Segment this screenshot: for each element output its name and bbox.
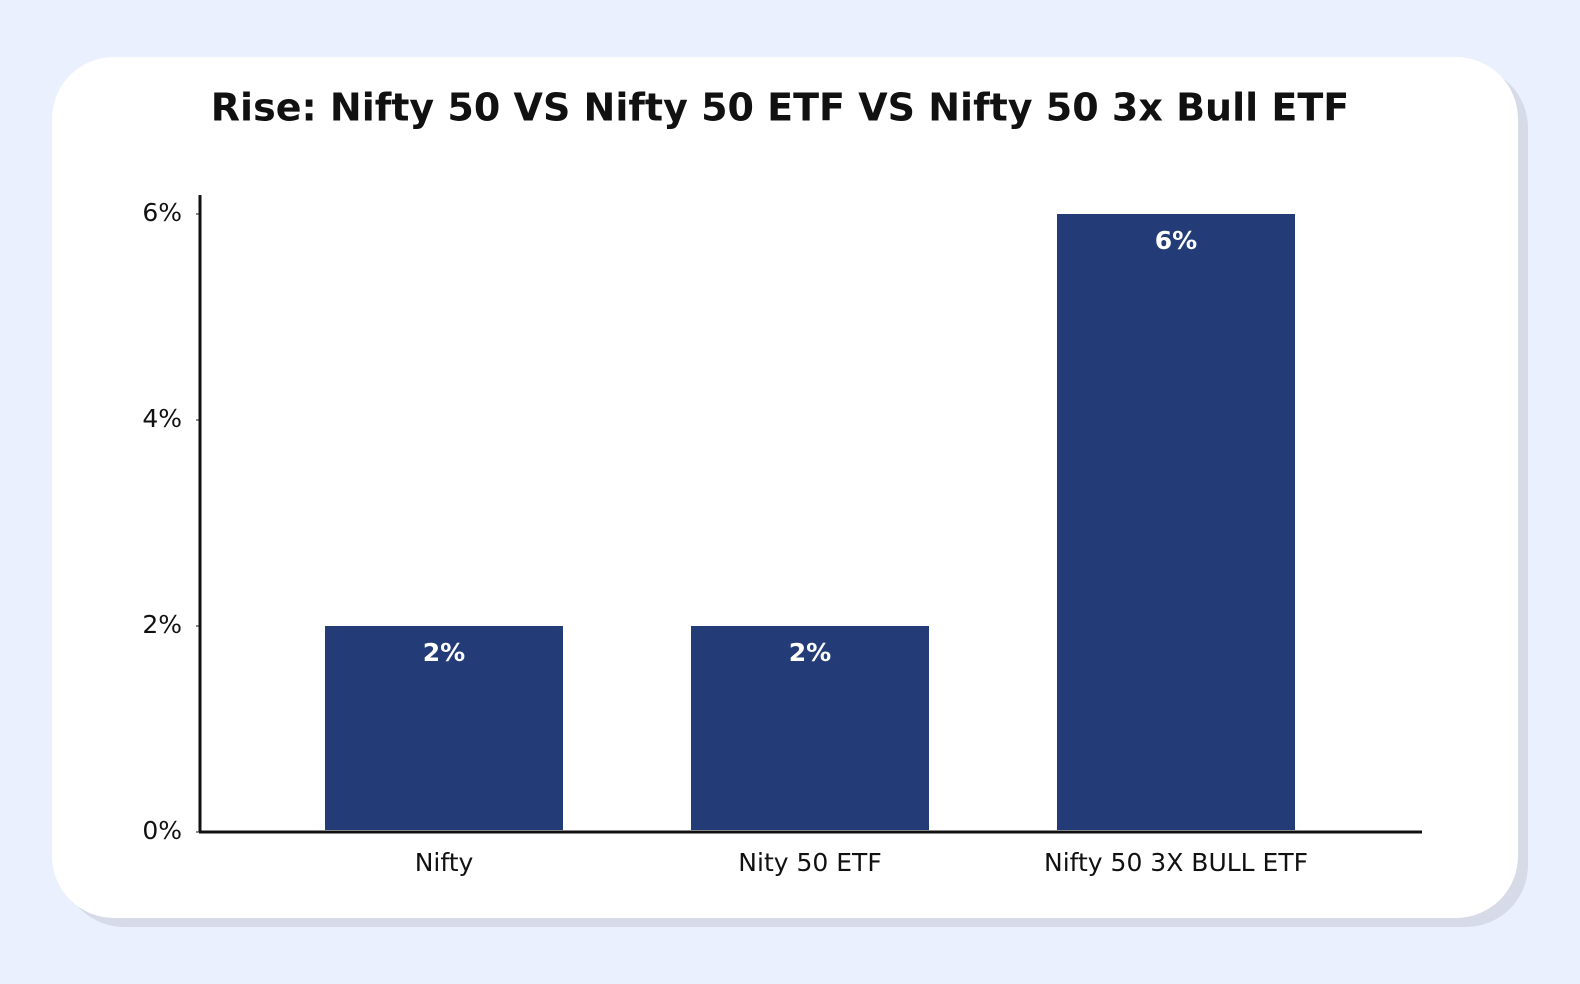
value-label: 6% [1155,226,1197,255]
bar [325,626,563,830]
x-tick-label: Nifty 50 3X BULL ETF [1044,848,1308,877]
y-tick-label: 6% [142,198,182,227]
bar [1057,214,1295,830]
y-tick-label: 4% [142,404,182,433]
value-label: 2% [789,638,831,667]
chart-title: Rise: Nifty 50 VS Nifty 50 ETF VS Nifty … [211,86,1349,130]
x-tick-label: Nifty [415,848,474,877]
bar [691,626,929,830]
x-tick-label: Nity 50 ETF [738,848,881,877]
y-tick-label: 0% [142,816,182,845]
value-label: 2% [423,638,465,667]
y-tick-label: 2% [142,610,182,639]
